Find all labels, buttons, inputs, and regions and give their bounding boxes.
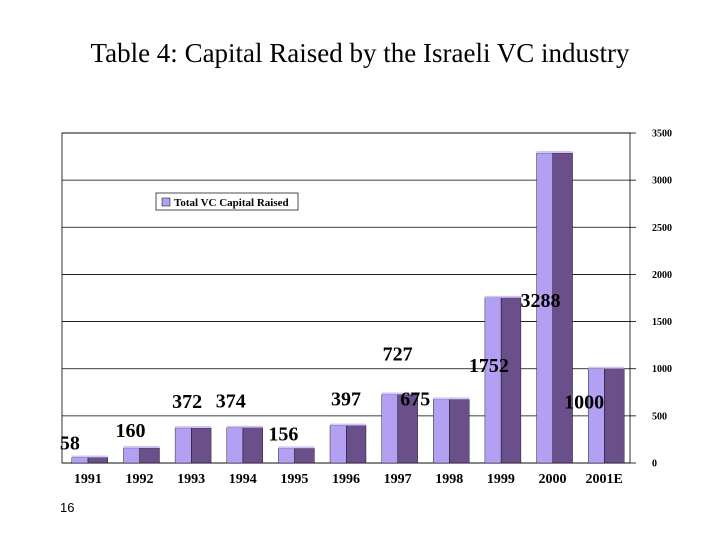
bar-top [278, 446, 315, 449]
x-tick-label: 1999 [487, 472, 515, 487]
bar-front [484, 297, 502, 464]
bar-top [484, 295, 521, 298]
data-label: 3288 [521, 290, 561, 312]
legend-swatch [161, 197, 171, 207]
bar-side [139, 447, 160, 464]
data-label: 160 [115, 420, 145, 442]
x-tick-label: 1993 [177, 472, 205, 487]
x-tick-label: 1991 [74, 472, 102, 487]
bar-front [433, 399, 450, 464]
data-label: 397 [331, 389, 361, 411]
bar-front [226, 427, 244, 464]
bar [484, 295, 522, 464]
bar-top [433, 397, 470, 400]
bar-top [381, 392, 418, 395]
bar-top [175, 425, 212, 428]
page-number: 16 [60, 500, 75, 515]
bar-side [294, 448, 315, 464]
y-tick-label: 2000 [652, 270, 672, 281]
y-tick-label: 500 [652, 411, 667, 422]
bar-front [329, 425, 347, 464]
bar-front [71, 457, 89, 464]
bar [226, 425, 263, 464]
data-label: 374 [216, 391, 246, 413]
x-tick-label: 1995 [280, 472, 308, 487]
bar-top [330, 423, 366, 426]
bar-side [242, 427, 263, 464]
bars [71, 150, 625, 464]
x-tick-label: 1997 [384, 472, 412, 487]
legend-label: Total VC Capital Raised [174, 197, 289, 209]
bar [329, 423, 367, 464]
bar [381, 392, 418, 464]
bar [278, 446, 315, 464]
data-label: 372 [172, 391, 202, 413]
bar-top [588, 366, 625, 369]
y-tick-label: 1500 [652, 317, 672, 328]
bar-front [174, 427, 192, 464]
data-label: 675 [400, 388, 430, 410]
bar [174, 425, 212, 464]
data-label: 1000 [564, 392, 604, 414]
bar-side [449, 399, 470, 464]
legend: Total VC Capital Raised [155, 192, 299, 211]
y-tick-label: 1000 [652, 364, 672, 375]
bar [587, 366, 625, 464]
bar-top [536, 150, 573, 153]
y-tick-label: 3000 [652, 176, 672, 187]
bar-top [226, 425, 263, 428]
bar-front [123, 447, 140, 464]
bar-side [604, 368, 625, 464]
bar-side [191, 427, 212, 464]
bar-side [346, 425, 367, 464]
x-tick-label: 1994 [229, 472, 257, 487]
bar-front [381, 394, 399, 464]
chart-title: Table 4: Capital Raised by the Israeli V… [90, 38, 630, 68]
data-label: 58 [60, 433, 80, 455]
bar-side [87, 457, 109, 464]
x-tick-label: 1998 [435, 472, 463, 487]
x-tick-label: 1992 [125, 472, 153, 487]
data-labels: 58 160 372 374 156 397 727 675 1752 3288 1000 [60, 290, 604, 455]
bar-front [587, 368, 605, 464]
y-tick-label: 3500 [652, 129, 672, 140]
bar-side [500, 297, 522, 464]
x-tick-label: 2001E [586, 472, 623, 487]
bar-top [123, 445, 160, 448]
x-tick-label: 2000 [539, 472, 567, 487]
bar [71, 455, 109, 464]
y-tick-label: 2500 [652, 223, 672, 234]
bar [123, 445, 160, 464]
x-tick-label: 1996 [332, 472, 360, 487]
data-label: 1752 [469, 355, 509, 377]
legend-box [155, 192, 299, 211]
data-label: 156 [268, 423, 298, 445]
bar [536, 150, 573, 464]
bar-front [278, 448, 295, 464]
data-label: 727 [383, 343, 413, 365]
y-tick-label: 0 [652, 459, 657, 470]
axes: 0 500 1000 1500 2000 2500 3000 3500 1991 1992 1993… [74, 129, 672, 488]
bar [433, 397, 470, 464]
bar-top [71, 455, 108, 458]
